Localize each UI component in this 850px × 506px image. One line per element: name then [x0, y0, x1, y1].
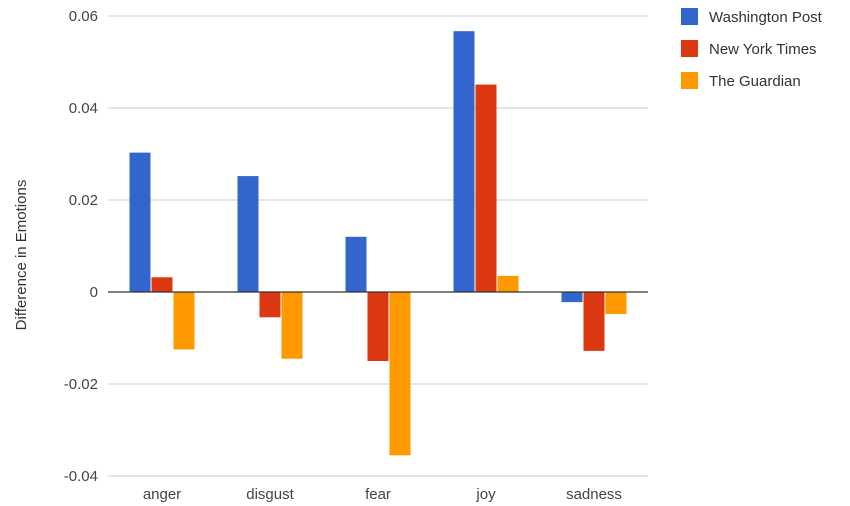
bar-fear-the-guardian: [389, 292, 411, 456]
bar-joy-new-york-times: [475, 84, 497, 292]
bar-anger-washington-post: [129, 152, 151, 292]
x-tick-label: sadness: [566, 486, 622, 503]
x-tick-label: joy: [475, 486, 496, 503]
bar-fear-new-york-times: [367, 292, 389, 361]
x-tick-label: anger: [143, 486, 181, 503]
bar-sadness-new-york-times: [583, 292, 605, 351]
y-axis-tick-labels: 0.06 0.04 0.02 0 -0.02 -0.04: [64, 8, 98, 485]
bar-disgust-new-york-times: [259, 292, 281, 318]
legend-label: Washington Post: [709, 9, 823, 26]
legend: Washington Post New York Times The Guardia…: [681, 8, 823, 90]
legend-label: New York Times: [709, 41, 817, 58]
bar-sadness-washington-post: [561, 292, 583, 303]
legend-swatch: [681, 72, 698, 89]
bar-sadness-the-guardian: [605, 292, 627, 315]
y-tick-label: -0.02: [64, 376, 98, 393]
bar-disgust-washington-post: [237, 176, 259, 292]
bar-anger-new-york-times: [151, 277, 173, 292]
y-tick-label: -0.04: [64, 468, 98, 485]
bar-joy-washington-post: [453, 31, 475, 293]
legend-label: The Guardian: [709, 73, 801, 90]
x-axis-tick-labels: anger disgust fear joy sadness: [143, 486, 622, 503]
legend-swatch: [681, 40, 698, 57]
x-tick-label: fear: [365, 486, 391, 503]
y-tick-label: 0.02: [69, 192, 98, 209]
bar-anger-the-guardian: [173, 292, 195, 350]
y-tick-label: 0.06: [69, 8, 98, 25]
x-tick-label: disgust: [246, 486, 294, 503]
bar-fear-washington-post: [345, 236, 367, 292]
gridlines: [108, 15, 648, 477]
bar-disgust-the-guardian: [281, 292, 303, 359]
bar-joy-the-guardian: [497, 275, 519, 292]
y-tick-label: 0: [90, 284, 98, 301]
y-axis-title: Difference in Emotions: [13, 180, 30, 331]
legend-swatch: [681, 8, 698, 25]
y-tick-label: 0.04: [69, 100, 98, 117]
bars: [129, 31, 627, 456]
